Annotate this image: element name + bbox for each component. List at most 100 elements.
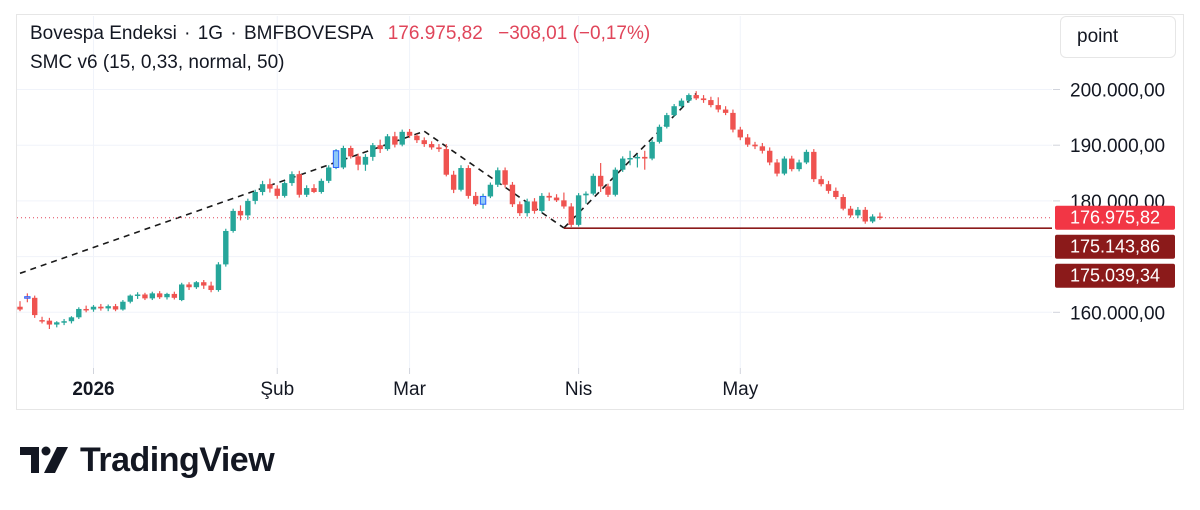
candle-body bbox=[17, 306, 23, 310]
candle-body bbox=[495, 170, 501, 185]
candle-body bbox=[436, 147, 442, 150]
candle-body bbox=[24, 296, 31, 299]
candle-body bbox=[708, 100, 714, 106]
candle-body bbox=[259, 184, 266, 192]
candle-body bbox=[664, 115, 670, 127]
candle-body bbox=[744, 137, 751, 145]
candle-body bbox=[612, 169, 619, 195]
candle-body bbox=[789, 158, 795, 170]
candle-body bbox=[759, 146, 766, 151]
candle-body bbox=[340, 147, 347, 168]
candle-body bbox=[142, 294, 148, 299]
candle-body bbox=[215, 264, 222, 291]
y-tick-label: 190.000,00 bbox=[1070, 136, 1165, 157]
candle-body bbox=[223, 230, 229, 265]
candle-body bbox=[869, 216, 876, 222]
price-change: −308,01 (−0,17%) bbox=[498, 23, 651, 44]
price-labels: 176.975,82 175.143,86 175.039,34 bbox=[1055, 205, 1175, 288]
candle-body bbox=[348, 147, 354, 157]
candle-body bbox=[686, 95, 692, 101]
candle-body bbox=[524, 201, 530, 214]
candle-body bbox=[627, 158, 633, 160]
chart-frame[interactable] bbox=[16, 14, 1184, 410]
x-tick-label: 2026 bbox=[72, 379, 114, 400]
price-label-box bbox=[1055, 205, 1175, 230]
candle-body bbox=[332, 150, 340, 168]
candle-body bbox=[649, 141, 655, 159]
candle-body bbox=[237, 210, 244, 216]
candle-body bbox=[825, 184, 832, 191]
brand-name: TradingView bbox=[80, 440, 275, 479]
candle-body bbox=[355, 156, 361, 165]
candle-body bbox=[54, 322, 60, 325]
candle-body bbox=[326, 167, 332, 181]
x-tick-label: Nis bbox=[565, 379, 592, 400]
unit-button[interactable]: point bbox=[1060, 16, 1176, 58]
candle-body bbox=[700, 98, 707, 101]
candle-body bbox=[399, 131, 405, 145]
candle-body bbox=[377, 145, 383, 150]
candle-body bbox=[193, 282, 200, 288]
candle-body bbox=[803, 151, 810, 163]
price-label-text: 176.975,82 bbox=[1070, 208, 1160, 228]
candle-body bbox=[752, 144, 758, 147]
candle-body bbox=[509, 184, 516, 205]
candle-body bbox=[715, 105, 721, 110]
candle-body bbox=[590, 175, 596, 194]
indicator-label[interactable]: SMC v6 (15, 0,33, normal, 50) bbox=[30, 52, 285, 73]
grid bbox=[17, 16, 1052, 368]
candle-body bbox=[164, 293, 170, 298]
candle-body bbox=[840, 196, 846, 209]
candle-body bbox=[620, 158, 626, 170]
candle-body bbox=[737, 129, 743, 138]
candle-body bbox=[362, 156, 369, 165]
candle-body bbox=[296, 174, 302, 195]
candle-body bbox=[502, 170, 508, 185]
candle-body bbox=[230, 210, 236, 231]
structure-line bbox=[423, 130, 565, 229]
price-label-text: 175.143,86 bbox=[1070, 237, 1160, 257]
interval: 1G bbox=[197, 23, 224, 44]
candle-body bbox=[781, 158, 788, 174]
candle-body bbox=[289, 174, 295, 184]
candle-body bbox=[98, 306, 104, 309]
candle-body bbox=[642, 156, 648, 159]
price-label-box bbox=[1055, 263, 1175, 288]
candle-body bbox=[303, 188, 310, 195]
candle-body bbox=[112, 306, 119, 310]
candle-body bbox=[561, 200, 567, 207]
candle-body bbox=[149, 293, 155, 299]
candle-body bbox=[450, 174, 457, 190]
candle-body bbox=[862, 209, 868, 222]
candle-body bbox=[421, 140, 427, 145]
candle-body bbox=[671, 106, 677, 116]
candle-body bbox=[105, 306, 111, 309]
candle-body bbox=[568, 206, 574, 225]
candle-body bbox=[76, 308, 82, 318]
candle-body bbox=[597, 175, 604, 187]
candle-body bbox=[605, 186, 611, 195]
candle-body bbox=[539, 195, 545, 211]
candle-body bbox=[392, 136, 398, 145]
candle-body bbox=[120, 301, 126, 310]
separator: · bbox=[230, 23, 237, 44]
candle-body bbox=[811, 151, 817, 180]
candle-body bbox=[479, 195, 487, 205]
candle-body bbox=[553, 197, 560, 201]
candle-body bbox=[796, 162, 802, 170]
candle-body bbox=[39, 320, 45, 322]
candle-body bbox=[46, 320, 53, 325]
candle-body bbox=[186, 284, 192, 288]
price-label-text: 175.039,34 bbox=[1070, 266, 1160, 286]
candle-body bbox=[134, 294, 141, 296]
candle-body bbox=[487, 184, 494, 197]
candle-body bbox=[127, 295, 133, 302]
candle-body bbox=[406, 131, 413, 136]
trend-lines bbox=[17, 92, 1052, 275]
candle-body bbox=[575, 195, 582, 225]
candle-body bbox=[318, 180, 325, 192]
candles bbox=[17, 91, 883, 330]
symbol-name: Bovespa Endeksi bbox=[30, 23, 177, 44]
last-price: 176.975,82 bbox=[387, 23, 483, 44]
